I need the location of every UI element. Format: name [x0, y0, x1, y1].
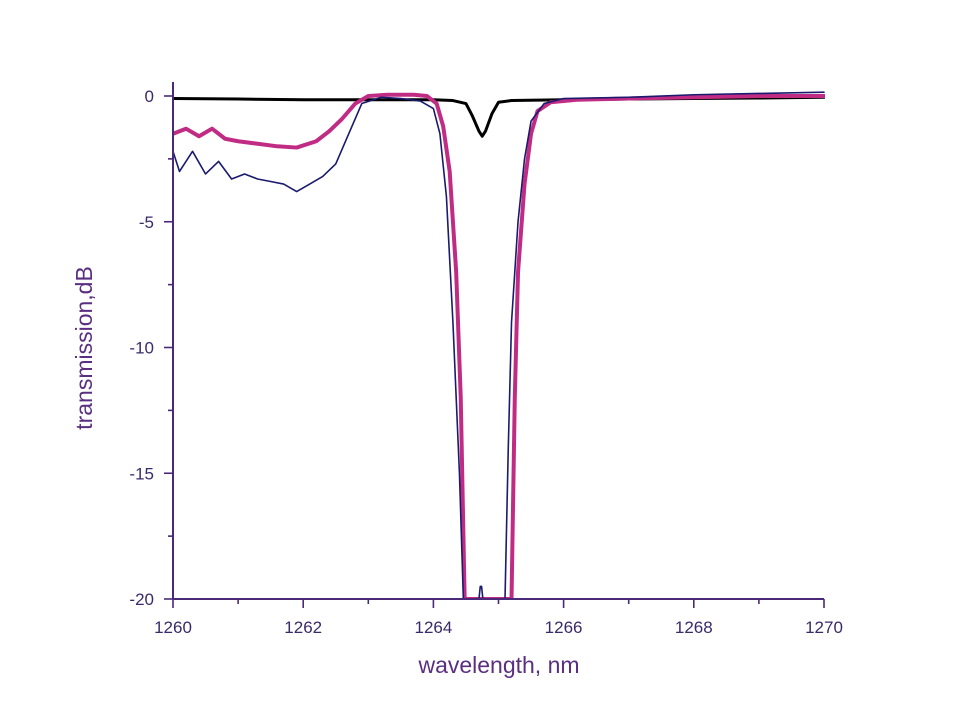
y-tick-label: 0 [145, 87, 154, 106]
series-layer [173, 91, 825, 599]
x-axis-title: wavelength, nm [417, 652, 579, 678]
series-line-2 [173, 92, 825, 599]
x-tick-label: 1260 [154, 618, 192, 637]
series-line-3 [173, 91, 825, 599]
y-axis-title: transmission,dB [71, 266, 97, 430]
y-tick-label: -10 [129, 339, 154, 358]
y-tick-label: -15 [129, 464, 154, 483]
y-tick-label: -5 [139, 213, 154, 232]
axes-layer: 1260 1262 1264 1266 1268 1270 0 -5 -10 -15 -20 [129, 82, 843, 637]
y-tick-label: -20 [129, 590, 154, 609]
x-tick-label: 1262 [284, 618, 322, 637]
x-tick-label: 1268 [675, 618, 713, 637]
series-line-1 [173, 95, 825, 138]
x-tick-label: 1266 [545, 618, 583, 637]
x-tick-label: 1264 [414, 618, 452, 637]
x-tick-label: 1270 [805, 618, 843, 637]
